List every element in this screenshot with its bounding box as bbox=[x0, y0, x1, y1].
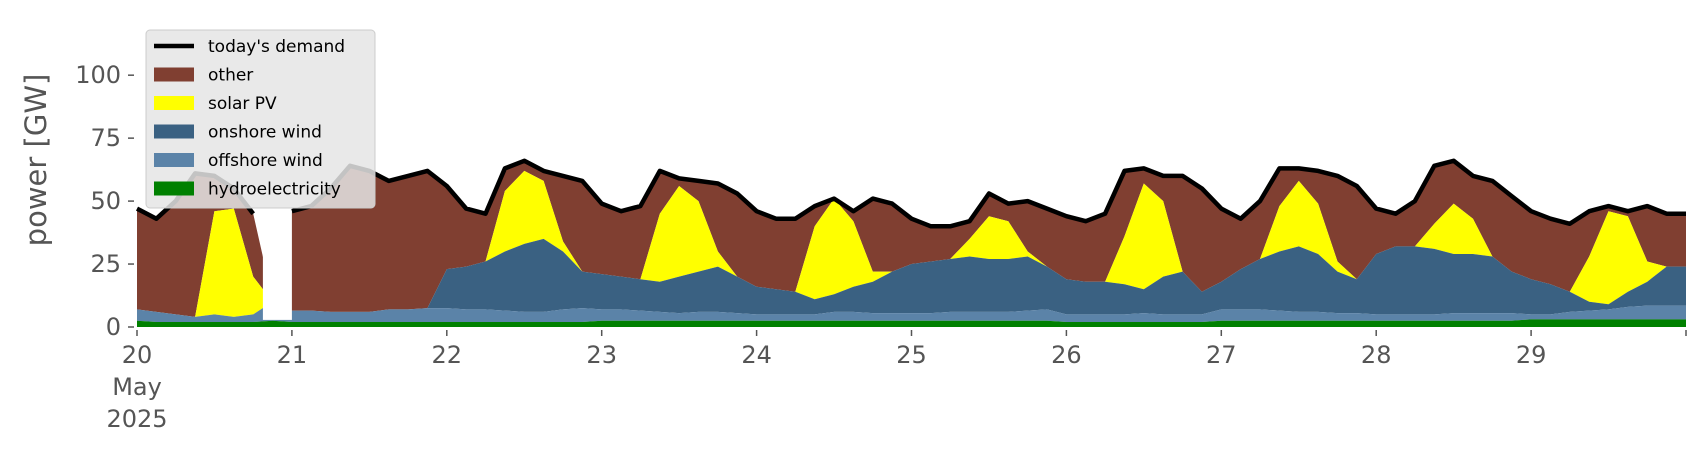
x-tick-label: 24 bbox=[741, 341, 772, 369]
legend-label: solar PV bbox=[208, 94, 277, 114]
x-axis: 20 May 2025 21 22 23 24 25 26 27 28 29 bbox=[106, 330, 1687, 433]
y-tick-label: 0 bbox=[106, 313, 121, 341]
x-tick-label: 26 bbox=[1051, 341, 1082, 369]
legend-label: other bbox=[208, 66, 253, 86]
legend-label: today's demand bbox=[208, 37, 345, 57]
legend-swatch bbox=[154, 96, 194, 110]
legend-label: onshore wind bbox=[208, 123, 322, 143]
area-onshore-wind bbox=[137, 238, 1686, 317]
x-tick-label: 21 bbox=[277, 341, 308, 369]
y-tick-label: 25 bbox=[90, 250, 121, 278]
y-tick-label: 75 bbox=[90, 124, 121, 152]
y-axis: 0 25 50 75 100 bbox=[75, 61, 134, 341]
legend-swatch bbox=[154, 181, 194, 196]
legend-box bbox=[145, 29, 376, 209]
x-tick-label: 29 bbox=[1516, 341, 1547, 369]
x-tick-label: 2025 bbox=[106, 405, 167, 433]
x-tick-label: 28 bbox=[1361, 341, 1392, 369]
x-tick-label: 23 bbox=[586, 341, 617, 369]
x-tick-label: 27 bbox=[1206, 341, 1237, 369]
area-hydroelectricity bbox=[137, 319, 1686, 327]
area-offshore-wind bbox=[137, 301, 1686, 322]
y-tick-label: 50 bbox=[90, 187, 121, 215]
x-tick-label: 22 bbox=[432, 341, 463, 369]
legend-swatch bbox=[154, 153, 194, 167]
legend-swatch bbox=[154, 124, 194, 139]
area-other bbox=[137, 160, 1686, 317]
legend-swatch bbox=[154, 67, 194, 82]
y-tick-label: 100 bbox=[75, 61, 121, 89]
x-tick-label: 25 bbox=[896, 341, 927, 369]
x-tick-label: 20 bbox=[122, 341, 153, 369]
legend: today's demand other solar PV onshore wind o… bbox=[145, 29, 376, 209]
legend-label: hydroelectricity bbox=[208, 180, 341, 200]
area-solar-pv bbox=[137, 170, 1686, 317]
legend-label: offshore wind bbox=[208, 151, 323, 171]
y-axis-label: power [GW] bbox=[19, 74, 53, 247]
x-tick-label: May bbox=[112, 373, 162, 401]
